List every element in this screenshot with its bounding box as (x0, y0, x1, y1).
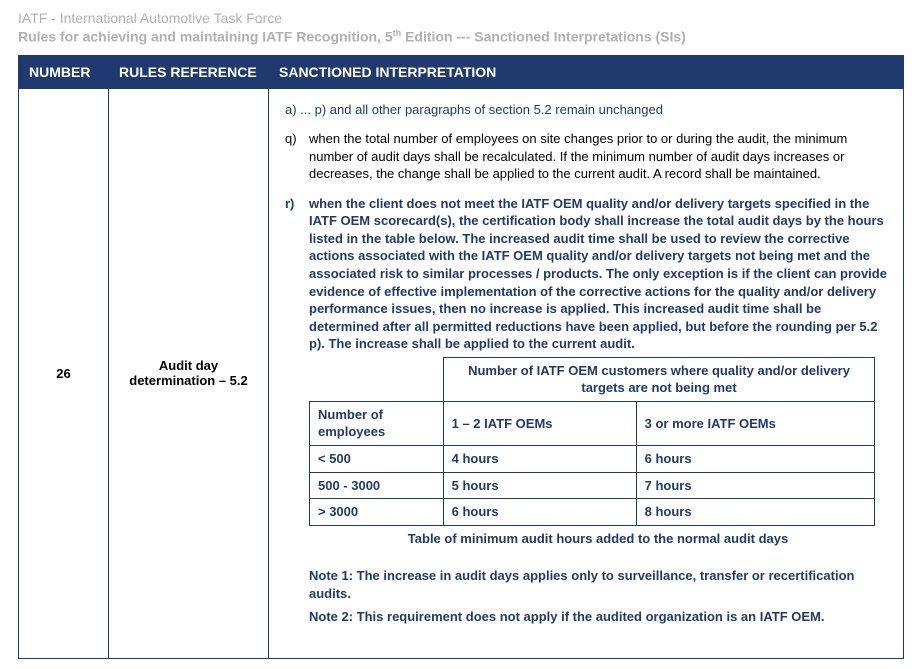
col-header-number: NUMBER (19, 55, 109, 88)
hours-col2: 3 or more IATF OEMs (636, 401, 875, 445)
si-table: NUMBER RULES REFERENCE SANCTIONED INTERP… (18, 55, 904, 659)
table-header-row: NUMBER RULES REFERENCE SANCTIONED INTERP… (19, 55, 904, 88)
clause-r-body: when the client does not meet the IATF O… (309, 195, 887, 632)
hours-r2c2: 7 hours (636, 472, 875, 499)
hours-col1: 1 – 2 IATF OEMs (443, 401, 636, 445)
hours-r2c0: 500 - 3000 (310, 472, 444, 499)
hours-row-3: > 3000 6 hours 8 hours (310, 499, 875, 526)
hours-table: Number of IATF OEM customers where quali… (309, 357, 875, 526)
hours-rowhead-label: Number of employees (310, 401, 444, 445)
hours-r2c1: 5 hours (443, 472, 636, 499)
hours-row-header: Number of IATF OEM customers where quali… (310, 357, 875, 401)
hours-r1c2: 6 hours (636, 445, 875, 472)
col-header-interpretation: SANCTIONED INTERPRETATION (269, 55, 904, 88)
note-2: Note 2: This requirement does not apply … (309, 608, 887, 626)
doc-header-title: Rules for achieving and maintaining IATF… (18, 28, 904, 45)
hours-r1c1: 4 hours (443, 445, 636, 472)
clause-q: q) when the total number of employees on… (285, 130, 887, 183)
hours-r3c0: > 3000 (310, 499, 444, 526)
hours-row-2: 500 - 3000 5 hours 7 hours (310, 472, 875, 499)
doc-header-title-pre: Rules for achieving and maintaining IATF… (18, 29, 393, 45)
clause-r: r) when the client does not meet the IAT… (285, 195, 887, 632)
table-row: 26 Audit day determination – 5.2 a) ... … (19, 88, 904, 658)
hours-span-header: Number of IATF OEM customers where quali… (443, 357, 875, 401)
clause-q-body: when the total number of employees on si… (309, 130, 887, 183)
doc-header-org: IATF - International Automotive Task For… (18, 10, 904, 26)
cell-interpretation: a) ... p) and all other paragraphs of se… (269, 88, 904, 658)
doc-header-title-post: Edition --- Sanctioned Interpretations (… (401, 29, 686, 45)
para-a-p: a) ... p) and all other paragraphs of se… (285, 101, 887, 119)
hours-r3c1: 6 hours (443, 499, 636, 526)
cell-number: 26 (19, 88, 109, 658)
hours-row-1: < 500 4 hours 6 hours (310, 445, 875, 472)
hours-r1c0: < 500 (310, 445, 444, 472)
doc-header-title-sup: th (393, 28, 402, 38)
clause-r-label: r) (285, 195, 309, 632)
hours-row-colhead: Number of employees 1 – 2 IATF OEMs 3 or… (310, 401, 875, 445)
hours-empty-corner (310, 357, 444, 401)
hours-r3c2: 8 hours (636, 499, 875, 526)
clause-r-text: when the client does not meet the IATF O… (309, 195, 887, 353)
cell-reference: Audit day determination – 5.2 (109, 88, 269, 658)
clause-q-label: q) (285, 130, 309, 183)
hours-table-caption: Table of minimum audit hours added to th… (309, 530, 887, 548)
col-header-reference: RULES REFERENCE (109, 55, 269, 88)
note-1: Note 1: The increase in audit days appli… (309, 567, 887, 602)
